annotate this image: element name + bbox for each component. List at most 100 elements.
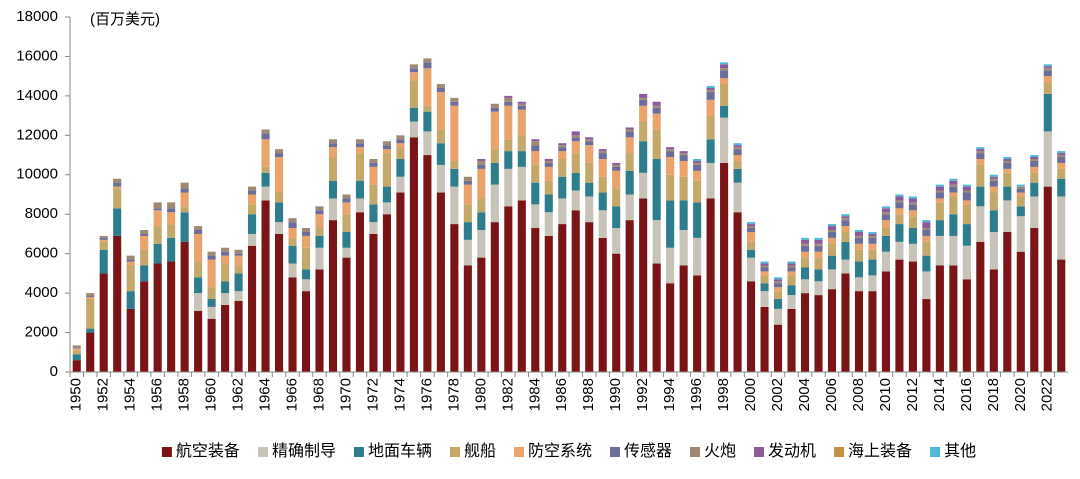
bar-segment [86, 293, 95, 297]
y-tick-label: 2000 [25, 324, 58, 341]
bar-segment [328, 180, 338, 199]
bar-segment [1030, 166, 1039, 173]
bar-segment [1016, 188, 1025, 193]
bar-segment [531, 151, 540, 165]
bar-segment [976, 153, 985, 159]
bar-segment [113, 186, 122, 189]
bar-segment [800, 293, 810, 372]
bar-segment [962, 186, 971, 191]
bar-segment [221, 263, 230, 282]
bar-segment [544, 212, 553, 236]
bar-segment [571, 153, 580, 173]
bar-segment [706, 89, 715, 92]
bar-segment [99, 273, 108, 372]
y-tick-label: 14000 [16, 87, 58, 104]
bar-segment [126, 255, 135, 260]
x-tick-label: 1972 [364, 378, 381, 411]
bar-segment [328, 198, 338, 221]
bar-segment [274, 222, 284, 234]
bar-segment [773, 324, 783, 372]
bar-segment [396, 147, 405, 159]
bar-segment [382, 214, 391, 372]
bar-segment [504, 139, 513, 152]
bar-segment [221, 304, 230, 372]
bar-segment [396, 192, 405, 372]
bar-segment [598, 149, 607, 152]
legend-label: 地面车辆 [368, 442, 432, 460]
bar-segment [868, 243, 877, 250]
bar-segment [585, 162, 594, 183]
bar-segment [477, 212, 486, 230]
bar-segment [922, 235, 931, 242]
bar-segment [800, 237, 810, 240]
bar-segment [747, 231, 756, 242]
bar-segment [1030, 157, 1039, 159]
bar-segment [800, 257, 810, 268]
bar-segment [288, 228, 297, 238]
bar-segment [153, 243, 162, 264]
bar-segment [598, 153, 607, 159]
bar-segment [207, 318, 216, 372]
bar-segment [248, 214, 257, 234]
bar-segment [787, 285, 796, 296]
bar-segment [800, 279, 810, 294]
bar-segment [989, 174, 998, 177]
bar-segment [612, 253, 621, 372]
bar-segment [248, 190, 257, 195]
x-tick-label: 1988 [580, 378, 597, 411]
bar-segment [747, 226, 756, 229]
bar-segment [504, 97, 513, 102]
bar-segment [113, 182, 122, 187]
bar-segment [720, 117, 729, 163]
y-tick-label: 0 [50, 363, 58, 380]
x-tick-label: 2016 [958, 378, 975, 411]
bar-segment [841, 220, 850, 227]
bar-segment [841, 241, 850, 260]
bar-segment [86, 299, 95, 329]
bar-segment [841, 216, 850, 219]
bar-segment [1016, 196, 1025, 207]
bar-segment [693, 162, 702, 165]
bar-segment [868, 231, 877, 234]
bar-segment [949, 184, 958, 187]
bar-segment [315, 269, 324, 372]
bar-segment [396, 176, 405, 193]
bar-segment [652, 101, 661, 106]
bar-segment [720, 78, 729, 85]
bar-segment [666, 151, 675, 158]
bar-segment [949, 180, 958, 185]
bar-segment [517, 151, 526, 167]
bar-segment [72, 345, 81, 348]
bar-segment [639, 198, 648, 372]
bar-segment [814, 281, 823, 296]
bar-segment [274, 233, 284, 372]
bar-segment [396, 159, 405, 177]
bar-segment [288, 277, 297, 372]
bar-segment [1043, 76, 1052, 83]
bar-segment [558, 224, 567, 372]
bar-segment [167, 224, 176, 238]
bar-segment [1057, 259, 1066, 372]
bar-segment [571, 141, 580, 154]
bar-segment [1030, 155, 1039, 158]
bar-segment [1016, 186, 1025, 189]
bar-segment [355, 147, 365, 154]
bar-segment [814, 239, 823, 244]
bar-segment [652, 263, 661, 372]
x-tick-label: 2004 [796, 378, 813, 411]
bar-segment [409, 80, 418, 108]
x-tick-label: 1990 [607, 378, 624, 411]
bar-segment [585, 141, 594, 146]
bar-segment [504, 105, 513, 140]
bar-segment [962, 245, 971, 280]
bar-segment [558, 147, 567, 152]
bar-segment [652, 129, 661, 159]
bar-segment [423, 131, 432, 156]
bar-segment [1043, 131, 1052, 187]
bar-segment [760, 263, 769, 266]
bar-segment [463, 180, 472, 185]
bar-segment [477, 159, 486, 161]
bar-segment [989, 231, 998, 270]
bar-segment [854, 277, 864, 292]
bar-segment [504, 95, 513, 98]
